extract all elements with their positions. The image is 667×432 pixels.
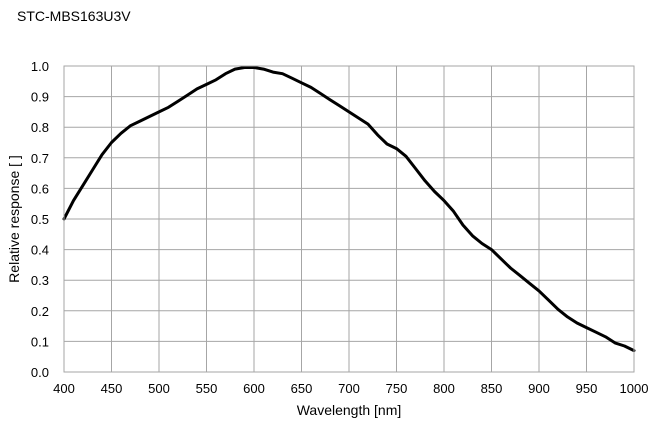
y-tick-label: 0.7	[31, 151, 49, 166]
y-tick-label: 0.6	[31, 181, 49, 196]
x-tick-label: 500	[148, 381, 170, 396]
x-tick-label: 700	[338, 381, 360, 396]
y-tick-label: 0.0	[31, 365, 49, 380]
x-tick-labels: 400 450 500 550 600 650 700 750 800 850 900 950 1000	[53, 381, 648, 396]
x-axis-label: Wavelength [nm]	[297, 402, 402, 418]
chart-title: STC-MBS163U3V	[17, 8, 131, 24]
y-tick-label: 0.1	[31, 334, 49, 349]
x-tick-label: 1000	[620, 381, 649, 396]
x-tick-label: 900	[528, 381, 550, 396]
y-tick-label: 0.2	[31, 304, 49, 319]
y-tick-label: 0.8	[31, 120, 49, 135]
x-tick-label: 650	[291, 381, 313, 396]
plot-frame	[63, 65, 635, 373]
y-axis-label: Relative response [ ]	[6, 155, 22, 283]
y-tick-label: 0.4	[31, 243, 49, 258]
y-tick-label: 0.9	[31, 90, 49, 105]
x-tick-label: 750	[386, 381, 408, 396]
x-tick-label: 550	[196, 381, 218, 396]
y-tick-label: 0.3	[31, 273, 49, 288]
x-tick-label: 800	[433, 381, 455, 396]
y-tick-label: 0.5	[31, 212, 49, 227]
x-tick-label: 600	[243, 381, 265, 396]
x-tick-label: 850	[481, 381, 503, 396]
x-tick-label: 400	[53, 381, 75, 396]
y-tick-labels: 0.0 0.1 0.2 0.3 0.4 0.5 0.6 0.7 0.8 0.9 1.0	[31, 59, 49, 380]
y-tick-label: 1.0	[31, 59, 49, 74]
x-tick-label: 450	[101, 381, 123, 396]
series-line	[62, 66, 636, 353]
x-tick-label: 950	[576, 381, 598, 396]
